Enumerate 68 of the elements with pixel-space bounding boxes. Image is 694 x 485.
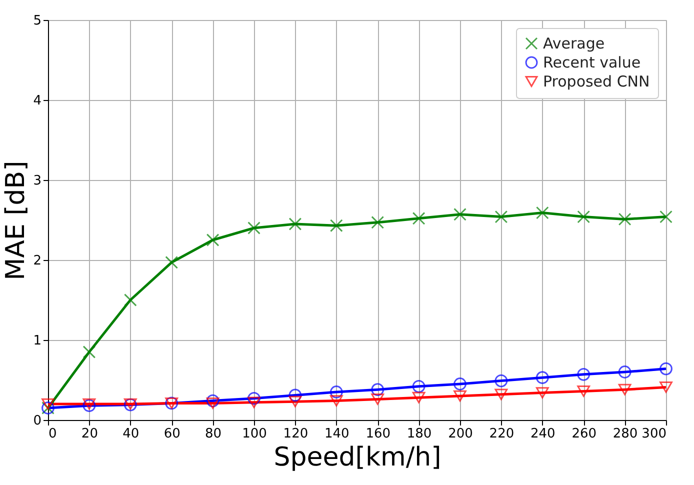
- x-tick-label: 80: [205, 426, 222, 442]
- point: [660, 362, 672, 376]
- y-axis-title: MAE [dB]: [1, 160, 32, 280]
- legend-label: Average: [543, 34, 605, 52]
- point: [660, 382, 672, 393]
- x-tick-label: 60: [164, 426, 180, 442]
- point: [618, 366, 632, 378]
- point: [288, 388, 302, 402]
- point: [206, 394, 220, 408]
- point: [248, 222, 260, 234]
- point: [288, 396, 302, 408]
- x-tick-label: 200: [448, 426, 473, 442]
- x-tick-label: 20: [81, 426, 98, 442]
- point: [330, 386, 343, 398]
- y-tick-label: 5: [33, 14, 42, 28]
- legend-label: Recent value: [543, 54, 641, 72]
- y-tick-label: 4: [33, 94, 42, 108]
- point: [42, 398, 54, 410]
- point: [577, 386, 590, 397]
- x-tick-label: 100: [242, 426, 267, 442]
- x-axis-title: Speed[km/h]: [274, 442, 442, 472]
- point: [618, 212, 632, 226]
- y-tick-label: 0: [33, 414, 42, 428]
- point: [248, 392, 260, 405]
- x-tick-label: 160: [366, 426, 391, 442]
- point: [454, 378, 466, 390]
- point: [330, 219, 343, 232]
- x-tick-label: 300: [642, 426, 666, 442]
- point: [454, 208, 466, 221]
- y-tick-label: 3: [33, 174, 42, 188]
- legend-label: Proposed CNN: [543, 72, 650, 90]
- x-tick-label: 260: [572, 426, 597, 442]
- point: [206, 398, 220, 409]
- point: [618, 384, 632, 396]
- y-tick-label: 2: [33, 254, 42, 268]
- point: [577, 210, 590, 224]
- x-tick-label: 0: [48, 426, 57, 442]
- point: [454, 390, 466, 402]
- point: [494, 388, 508, 400]
- point: [577, 368, 590, 381]
- point: [371, 394, 384, 405]
- point: [82, 346, 96, 358]
- point: [165, 256, 178, 269]
- point: [412, 212, 426, 225]
- point: [330, 395, 343, 406]
- point: [494, 210, 508, 224]
- point: [536, 206, 549, 220]
- point: [248, 396, 260, 408]
- x-tick-label: 220: [489, 426, 514, 442]
- x-tick-label: 240: [530, 426, 556, 442]
- point: [371, 216, 384, 229]
- point: [412, 392, 426, 404]
- point: [536, 387, 549, 398]
- x-tick-label: 180: [406, 426, 432, 442]
- x-tick-label: 40: [122, 426, 140, 442]
- point: [494, 374, 508, 388]
- point: [288, 218, 302, 230]
- point: [536, 371, 549, 384]
- point: [371, 383, 384, 396]
- x-tick-label: 280: [612, 426, 638, 442]
- point: [124, 294, 137, 306]
- point: [660, 210, 672, 224]
- point: [412, 380, 426, 393]
- point: [82, 398, 96, 410]
- y-tick-label: 1: [33, 334, 42, 348]
- point: [206, 234, 220, 246]
- x-tick-label: 120: [283, 426, 308, 442]
- x-tick-label: 140: [324, 426, 350, 442]
